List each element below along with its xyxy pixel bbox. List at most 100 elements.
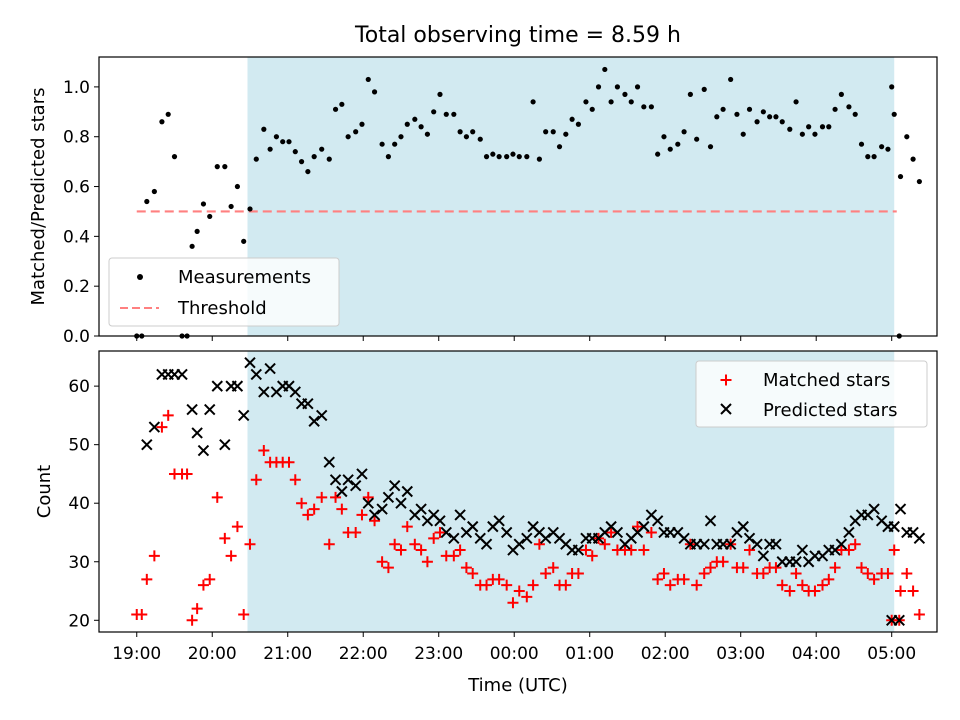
predicted-star-point xyxy=(611,526,624,539)
matched-star-point xyxy=(316,491,328,503)
predicted-star-point xyxy=(368,509,381,521)
measurement-point xyxy=(292,149,298,155)
matched-star-point xyxy=(784,585,796,597)
matched-star-point xyxy=(460,562,472,574)
measurement-point xyxy=(353,129,359,135)
predicted-star-point xyxy=(316,409,328,422)
measurement-point xyxy=(273,134,280,140)
matched-star-point xyxy=(823,573,835,585)
plus-icon xyxy=(720,374,732,386)
matched-star-point xyxy=(658,567,670,579)
measurement-point xyxy=(563,131,569,137)
measurement-point xyxy=(424,131,431,137)
measurement-point xyxy=(583,99,589,105)
predicted-star-point xyxy=(513,538,525,550)
measurement-point xyxy=(773,114,779,120)
y-tick-label: 20 xyxy=(68,611,90,631)
matched-star-point xyxy=(652,573,664,585)
predicted-star-point xyxy=(308,415,320,427)
predicted-star-point xyxy=(289,386,301,398)
measurement-point xyxy=(793,99,799,105)
matched-star-point xyxy=(580,544,592,556)
measurement-point xyxy=(707,144,714,150)
measurement-point xyxy=(550,129,556,135)
measurement-point xyxy=(418,124,424,130)
matched-star-point xyxy=(513,585,525,597)
matched-star-point xyxy=(219,532,231,544)
y-tick-label: 40 xyxy=(68,494,90,514)
matched-star-point xyxy=(296,497,308,509)
measurement-point xyxy=(865,154,871,160)
ratio-x-ticks xyxy=(136,336,893,341)
predicted-star-point xyxy=(539,532,552,545)
predicted-star-point xyxy=(480,538,493,550)
matched-star-point xyxy=(605,526,617,538)
matched-star-point xyxy=(691,579,703,591)
predicted-star-point xyxy=(323,456,335,468)
predicted-star-point xyxy=(796,544,809,556)
measurement-point xyxy=(379,141,385,147)
measurement-point xyxy=(812,131,818,137)
matched-star-point xyxy=(540,567,552,579)
matched-star-point xyxy=(705,562,717,574)
matched-star-point xyxy=(244,538,256,550)
measurement-point xyxy=(305,168,311,175)
measurement-point xyxy=(681,129,687,135)
predicted-star-point xyxy=(186,403,198,416)
matched-star-point xyxy=(737,562,749,574)
matched-star-point xyxy=(521,591,533,603)
predicted-star-point xyxy=(336,485,348,498)
measurement-point xyxy=(194,228,200,234)
count-panel: 20 30 40 50 60 19:00 20:00 21:00 22:00 23:00 00:0… xyxy=(34,350,938,664)
predicted-star-point xyxy=(770,538,782,550)
predicted-star-point xyxy=(415,503,427,515)
matched-star-point xyxy=(395,544,407,556)
matched-star-point xyxy=(323,538,335,550)
predicted-star-point xyxy=(704,515,717,527)
matched-star-point xyxy=(625,544,637,556)
predicted-star-point xyxy=(434,515,446,527)
matched-star-point xyxy=(308,503,320,515)
measurement-point xyxy=(720,106,726,112)
predicted-star-point xyxy=(790,556,802,568)
measurement-point xyxy=(536,156,542,162)
measurement-point xyxy=(470,129,476,135)
measurement-point xyxy=(871,154,877,160)
matched-star-point xyxy=(907,585,919,597)
legend-matched-label: Matched stars xyxy=(763,370,890,391)
predicted-star-point xyxy=(651,515,664,527)
legend-predicted-label: Predicted stars xyxy=(763,400,897,421)
measurement-point xyxy=(852,111,858,117)
matched-star-point xyxy=(501,579,513,591)
measurement-point xyxy=(280,139,286,145)
measurement-point xyxy=(189,243,195,249)
measurement-point xyxy=(846,104,852,110)
predicted-star-point xyxy=(757,550,770,562)
predicted-star-point xyxy=(356,468,368,480)
matched-star-point xyxy=(678,573,690,585)
x-tick-label: 23:00 xyxy=(414,644,463,664)
predicted-star-point xyxy=(176,368,188,381)
measurement-point xyxy=(345,134,351,140)
matched-star-point xyxy=(136,608,148,620)
matched-star-point xyxy=(843,544,855,556)
legend-measurements-marker xyxy=(137,274,143,280)
measurement-point xyxy=(806,124,812,130)
matched-star-point xyxy=(493,573,505,585)
matched-star-point xyxy=(533,538,545,550)
measurement-point xyxy=(339,101,345,107)
measurement-point xyxy=(879,144,885,150)
count-y-ticks: 20 30 40 50 60 xyxy=(68,377,99,631)
y-tick-label: 0.0 xyxy=(63,327,90,347)
measurement-point xyxy=(608,99,614,105)
matched-star-point xyxy=(283,456,295,468)
y-tick-label: 50 xyxy=(68,436,90,456)
measurement-point xyxy=(412,116,418,122)
x-tick-label: 01:00 xyxy=(565,644,614,664)
matched-star-point xyxy=(507,597,519,609)
ratio-y-axis-label: Matched/Predicted stars xyxy=(28,88,49,306)
measurement-point xyxy=(655,151,661,157)
predicted-star-point xyxy=(148,421,161,433)
count-axes-frame xyxy=(98,350,938,633)
